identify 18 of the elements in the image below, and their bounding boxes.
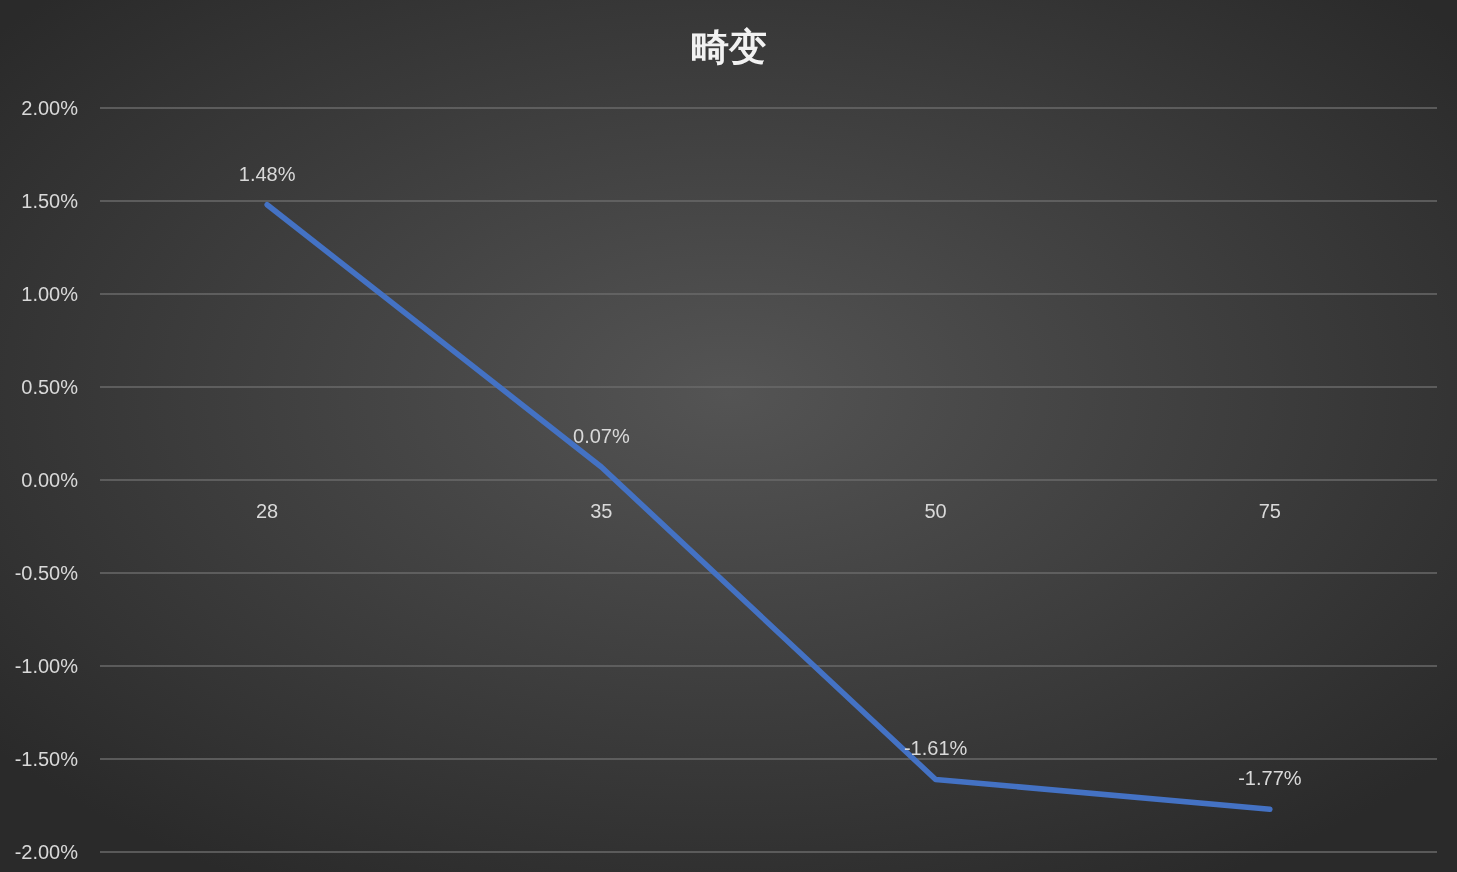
y-tick-label: -1.00% <box>14 655 79 677</box>
x-tick-label: 28 <box>256 500 279 522</box>
title: 畸变 <box>690 26 767 68</box>
data-label: -1.61% <box>903 737 968 760</box>
y-tick-label: 0.00% <box>21 469 79 491</box>
y-tick-label: -1.50% <box>14 748 79 770</box>
y-tick-label: 0.50% <box>21 376 79 398</box>
data-label: 0.07% <box>573 424 630 447</box>
data-label: 1.48% <box>238 162 296 185</box>
y-tick-label: 1.50% <box>21 190 79 212</box>
y-tick-label: 1.00% <box>21 283 79 305</box>
y-tick-label: 2.00% <box>21 97 79 119</box>
x-tick-label: 50 <box>924 500 947 522</box>
x-tick-label: 35 <box>590 500 613 522</box>
y-tick-label: -2.00% <box>14 841 79 863</box>
x-tick-label: 75 <box>1258 500 1281 522</box>
y-tick-label: -0.50% <box>14 562 79 584</box>
data-label: -1.77% <box>1238 767 1302 790</box>
